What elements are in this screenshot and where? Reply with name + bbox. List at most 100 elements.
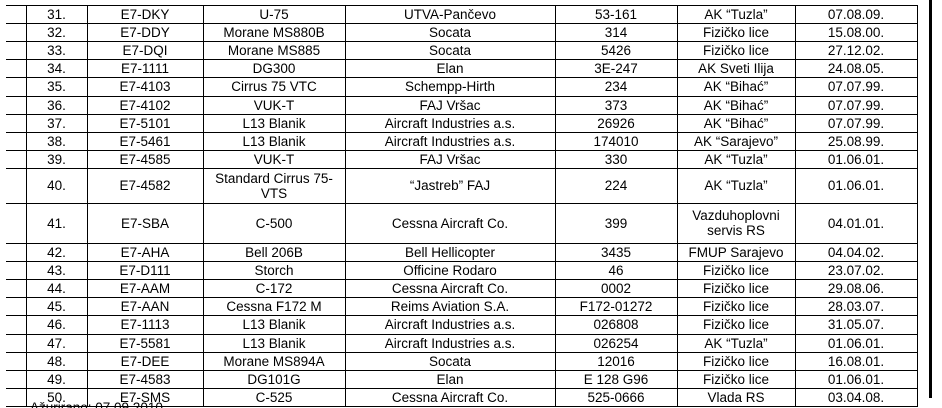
row-number-cell: 46. [26, 315, 88, 335]
manufacturer-cell: Reims Aviation S.A. [345, 297, 556, 317]
updated-footer-text: Ažurirano: 07.09.2010. [30, 400, 167, 408]
registration-date-cell: 15.08.00. [795, 23, 918, 43]
manufacturer-cell: Socata [345, 41, 556, 61]
serial-number-cell: 399 [555, 202, 678, 244]
row-left-stub-cell [6, 131, 27, 151]
registration-mark-cell: E7-DDY [87, 23, 204, 43]
aircraft-type-cell: L13 Blanik [203, 131, 346, 151]
registration-mark-cell: E7-4583 [87, 369, 204, 389]
manufacturer-cell: Officine Rodaro [345, 261, 556, 281]
owner-cell: Fizičko lice [677, 351, 796, 371]
registration-date-cell: 07.07.99. [795, 95, 918, 115]
registration-mark-cell: E7-DEE [87, 351, 204, 371]
registration-mark-cell: E7-4102 [87, 95, 204, 115]
row-left-stub-cell [6, 113, 27, 133]
owner-cell: Fizičko lice [677, 23, 796, 43]
registration-date-cell: 29.08.06. [795, 279, 918, 299]
registration-date-cell: 25.08.99. [795, 131, 918, 151]
registration-date-cell: 16.08.01. [795, 351, 918, 371]
row-left-stub-cell [6, 149, 27, 169]
registration-mark-cell: E7-AAN [87, 297, 204, 317]
row-number-cell: 34. [26, 59, 88, 79]
registration-date-cell: 01.06.01. [795, 369, 918, 389]
serial-number-cell: 12016 [555, 351, 678, 371]
manufacturer-cell: Cessna Aircraft Co. [345, 202, 556, 244]
table-row: 31. E7-DKY U-75 UTVA-Pančevo 53-161 AK “… [6, 4, 918, 25]
serial-number-cell: 314 [555, 23, 678, 43]
registration-mark-cell: E7-4582 [87, 167, 204, 204]
row-number-cell: 43. [26, 261, 88, 281]
serial-number-cell: 373 [555, 95, 678, 115]
manufacturer-cell: Schempp-Hirth [345, 77, 556, 97]
manufacturer-cell: Socata [345, 351, 556, 371]
serial-number-cell: 026808 [555, 315, 678, 335]
table-row: 36. E7-4102 VUK-T FAJ Vršac 373 AK “Biha… [6, 95, 918, 115]
owner-cell: AK Sveti Ilija [677, 59, 796, 79]
registration-mark-cell: E7-5101 [87, 113, 204, 133]
registration-date-cell: 01.06.01. [795, 167, 918, 204]
registration-date-cell: 01.06.01. [795, 149, 918, 169]
serial-number-cell: 0002 [555, 279, 678, 299]
table-row: 38. E7-5461 L13 Blanik Aircraft Industri… [6, 131, 918, 151]
registration-date-cell: 31.05.07. [795, 315, 918, 335]
row-left-stub-cell [6, 167, 27, 204]
registration-mark-cell: E7-4585 [87, 149, 204, 169]
manufacturer-cell: Bell Hellicopter [345, 242, 556, 263]
table-row: 35. E7-4103 Cirrus 75 VTC Schempp-Hirth … [6, 77, 918, 97]
table-row: 49. E7-4583 DG101G Elan E 128 G96 Fizičk… [6, 369, 918, 389]
owner-cell: AK “Bihać” [677, 95, 796, 115]
aircraft-type-cell: Bell 206B [203, 242, 346, 263]
row-left-stub-cell [6, 59, 27, 79]
manufacturer-cell: “Jastreb” FAJ [345, 167, 556, 204]
table-row: 50. E7-SMS C-525 Cessna Aircraft Co. 525… [6, 387, 918, 407]
table-row: 42. E7-AHA Bell 206B Bell Hellicopter 34… [6, 242, 918, 263]
table-row: 41. E7-SBA C-500 Cessna Aircraft Co. 399… [6, 202, 918, 244]
registration-mark-cell: E7-1111 [87, 59, 204, 79]
row-number-cell: 44. [26, 279, 88, 299]
manufacturer-cell: Socata [345, 23, 556, 43]
row-left-stub-cell [6, 242, 27, 263]
row-left-stub-cell [6, 387, 27, 407]
manufacturer-cell: Aircraft Industries a.s. [345, 131, 556, 151]
manufacturer-cell: Aircraft Industries a.s. [345, 315, 556, 335]
owner-cell: Fizičko lice [677, 41, 796, 61]
owner-cell: Vlada RS [677, 387, 796, 407]
aircraft-type-cell: Storch [203, 261, 346, 281]
serial-number-cell: 525-0666 [555, 387, 678, 407]
registration-mark-cell: E7-5461 [87, 131, 204, 151]
row-left-stub-cell [6, 297, 27, 317]
registration-date-cell: 04.01.01. [795, 202, 918, 244]
manufacturer-cell: FAJ Vršac [345, 95, 556, 115]
table-row: 37. E7-5101 L13 Blanik Aircraft Industri… [6, 113, 918, 133]
row-number-cell: 41. [26, 202, 88, 244]
registration-date-cell: 03.04.08. [795, 387, 918, 407]
owner-cell: Fizičko lice [677, 261, 796, 281]
row-left-stub-cell [6, 333, 27, 353]
table-row: 48. E7-DEE Morane MS894A Socata 12016 Fi… [6, 351, 918, 371]
row-number-cell: 38. [26, 131, 88, 151]
row-number-cell: 45. [26, 297, 88, 317]
row-number-cell: 32. [26, 23, 88, 43]
row-left-stub-cell [6, 351, 27, 371]
row-number-cell: 35. [26, 77, 88, 97]
serial-number-cell: 53-161 [555, 4, 678, 25]
registration-date-cell: 24.08.05. [795, 59, 918, 79]
owner-cell: AK “Bihać” [677, 77, 796, 97]
table-row: 47. E7-5581 L13 Blanik Aircraft Industri… [6, 333, 918, 353]
row-left-stub-cell [6, 202, 27, 244]
registration-date-cell: 27.12.02. [795, 41, 918, 61]
row-left-stub-cell [6, 4, 27, 25]
registration-date-cell: 07.08.09. [795, 4, 918, 25]
owner-cell: AK “Tuzla” [677, 167, 796, 204]
table-row: 44. E7-AAM C-172 Cessna Aircraft Co. 000… [6, 279, 918, 299]
owner-cell: AK “Tuzla” [677, 4, 796, 25]
registration-date-cell: 01.06.01. [795, 333, 918, 353]
serial-number-cell: 234 [555, 77, 678, 97]
serial-number-cell: 174010 [555, 131, 678, 151]
aircraft-type-cell: C-525 [203, 387, 346, 407]
aircraft-type-cell: VUK-T [203, 149, 346, 169]
registration-date-cell: 23.07.02. [795, 261, 918, 281]
manufacturer-cell: Cessna Aircraft Co. [345, 387, 556, 407]
aircraft-type-cell: Morane MS880B [203, 23, 346, 43]
